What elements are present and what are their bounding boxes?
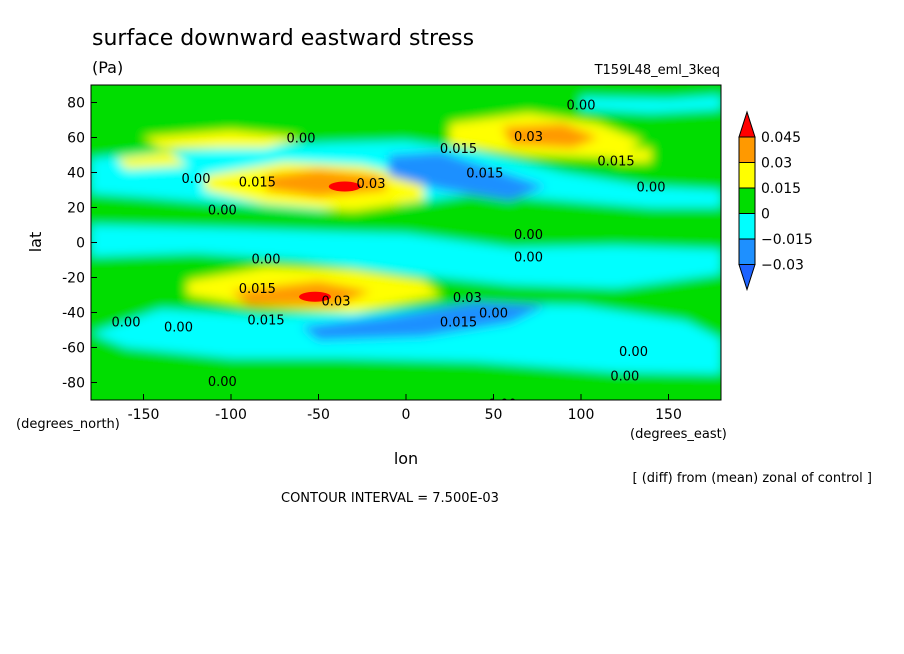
x-tick-label: 100 (568, 407, 595, 423)
stress-field (91, 85, 721, 400)
colorbar-bottom-arrow (738, 264, 756, 292)
contour-label: 0.015 (440, 315, 477, 330)
contour-label: 0.00 (252, 252, 281, 267)
y-tick-label: 40 (67, 166, 85, 182)
contour-label: 0.015 (440, 142, 477, 157)
contour-interval-label: CONTOUR INTERVAL = 7.500E-03 (281, 491, 499, 506)
chart-title: surface downward eastward stress (92, 26, 474, 51)
y-tick-label: -60 (62, 341, 85, 357)
x-axis: -150 -100 -50 0 50 100 150 (128, 394, 682, 423)
contour-label: 0.00 (514, 228, 543, 243)
colorbar-label: −0.015 (761, 232, 813, 248)
contour-label: 0.00 (637, 181, 666, 196)
contour-label: 0.00 (567, 98, 596, 113)
x-tick-label: 150 (655, 407, 682, 423)
colorbar-segment (738, 187, 756, 214)
x-axis-label: lon (394, 449, 418, 468)
x-tick-label: -50 (307, 407, 330, 423)
y-axis: 80 60 40 20 0 -20 -40 -60 -80 (62, 96, 97, 392)
contour-label: 0.00 (208, 203, 237, 218)
y-tick-label: 60 (67, 131, 85, 147)
contour-label: 0.015 (247, 314, 284, 329)
y-tick-label: -80 (62, 376, 85, 392)
y-tick-label: -20 (62, 271, 85, 287)
colorbar-label: 0.03 (761, 156, 792, 172)
colorbar-label: 0.045 (761, 130, 801, 146)
x-tick-label: -100 (215, 407, 247, 423)
colorbar-segment (738, 213, 756, 240)
contour-label: 0.00 (514, 251, 543, 266)
y-tick-label: -40 (62, 306, 85, 322)
colorbar-segment (738, 238, 756, 265)
y-tick-label: 80 (67, 96, 85, 112)
max-south-core (299, 291, 331, 302)
colorbar: 0.045 0.03 0.015 0 −0.015 −0.03 (738, 110, 813, 292)
colorbar-label: 0.015 (761, 181, 801, 197)
contour-label: 0.00 (619, 345, 648, 360)
contour-label: 0.00 (479, 307, 508, 322)
contour-label: 0.00 (182, 172, 211, 187)
contour-label: 0.00 (287, 132, 316, 147)
x-tick-label: 50 (485, 407, 503, 423)
colorbar-segment (738, 136, 756, 163)
contour-label: 0.00 (610, 370, 639, 385)
y-axis-label: lat (26, 232, 45, 253)
note-label: [ (diff) from (mean) zonal of control ] (633, 471, 872, 486)
contour-label: 0.03 (357, 177, 386, 192)
contour-label: 0.03 (322, 294, 351, 309)
colorbar-label: 0 (761, 207, 770, 223)
y-units-label: (degrees_north) (16, 417, 120, 432)
chart-units: (Pa) (92, 58, 123, 77)
colorbar-label: −0.03 (761, 258, 804, 274)
experiment-label: T159L48_eml_3keq (594, 63, 720, 78)
contour-label: 0.015 (239, 282, 276, 297)
contour-label: 0.00 (488, 398, 517, 413)
colorbar-segment (738, 162, 756, 189)
contour-label: 0.00 (208, 375, 237, 390)
contour-label: 0.015 (597, 154, 634, 169)
max-north-core (328, 181, 361, 192)
contour-label: 0.03 (514, 130, 543, 145)
x-tick-label: 0 (402, 407, 411, 423)
x-tick-label: -150 (128, 407, 160, 423)
contour-label: 0.015 (466, 167, 503, 182)
contour-label: 0.015 (239, 175, 276, 190)
y-tick-label: 0 (76, 236, 85, 252)
contour-label: 0.00 (112, 315, 141, 330)
y-tick-label: 20 (67, 201, 85, 217)
contour-label: 0.00 (164, 321, 193, 336)
colorbar-top-arrow (738, 110, 756, 138)
x-units-label: (degrees_east) (630, 427, 727, 442)
contour-label: 0.03 (453, 291, 482, 306)
